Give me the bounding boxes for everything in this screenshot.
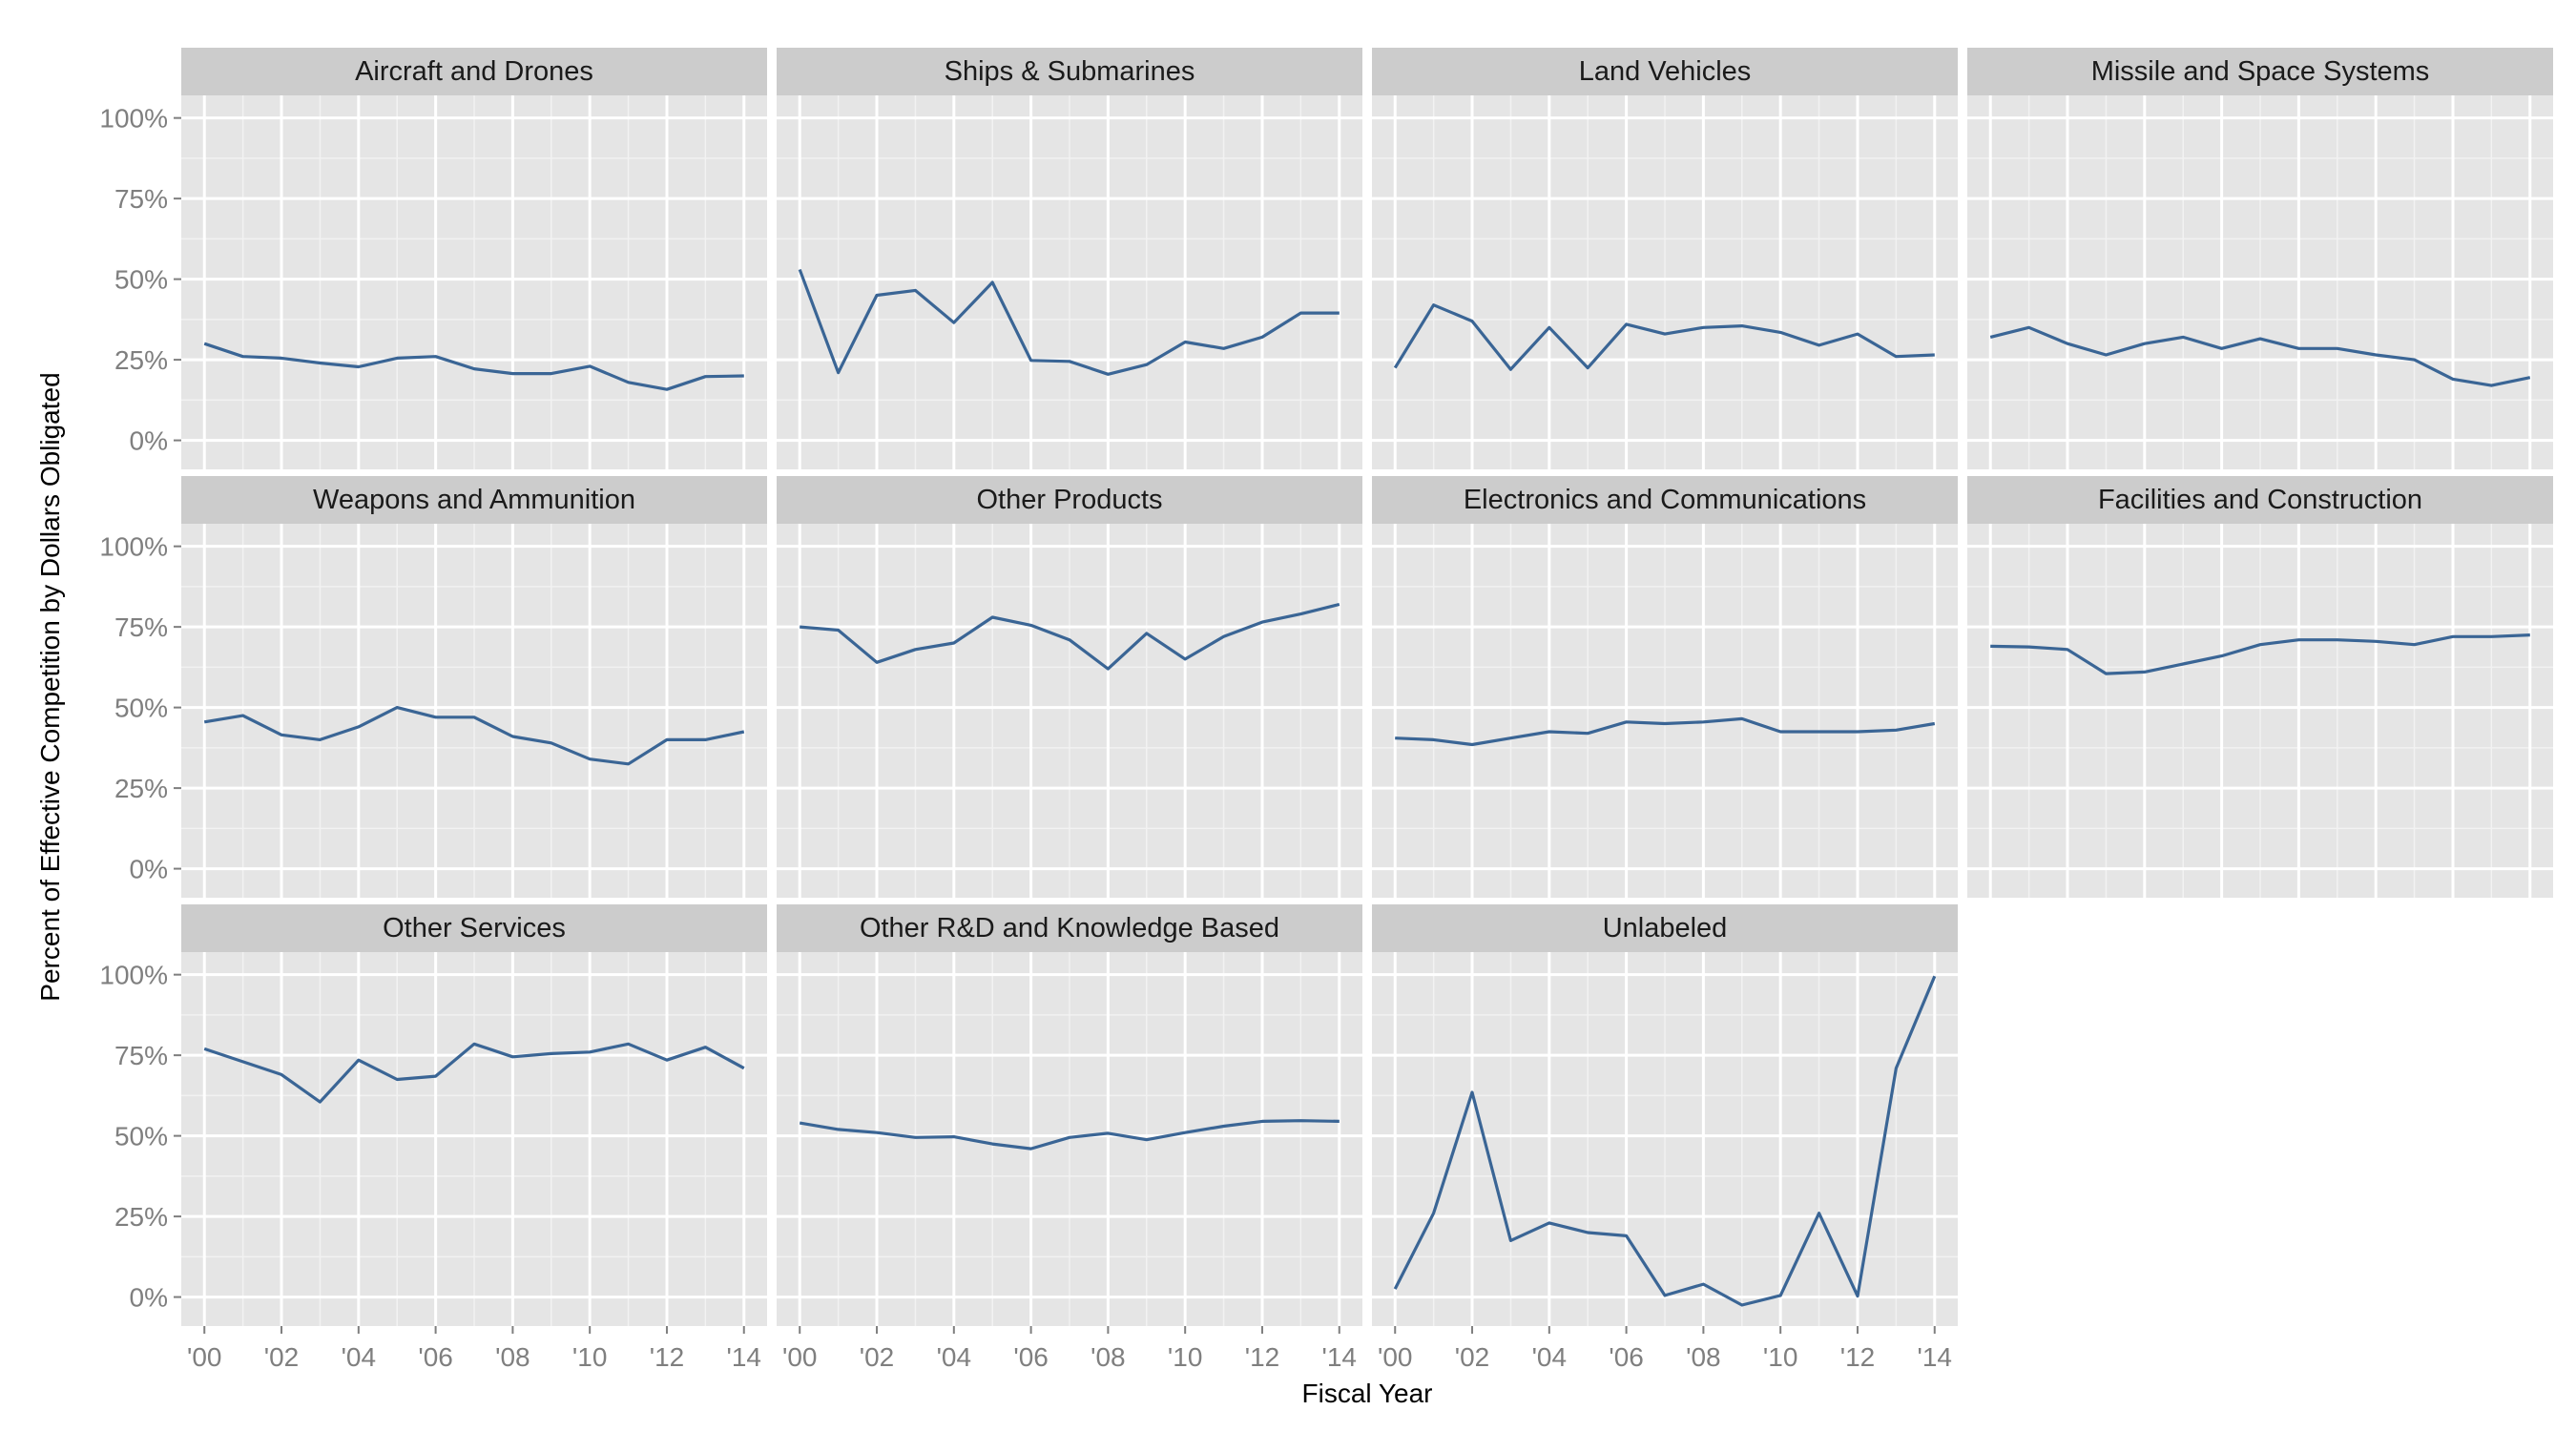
facet-title: Weapons and Ammunition [313, 485, 635, 515]
facet-strip [181, 904, 767, 952]
facet-title: Other Services [383, 913, 566, 944]
y-tick-label: 75% [114, 612, 168, 642]
y-tick-label: 0% [130, 426, 168, 456]
facet-strip [1372, 48, 1958, 95]
facet-title: Other R&D and Knowledge Based [860, 913, 1279, 944]
facet-panel: Other Products [777, 476, 1362, 898]
facet-title: Facilities and Construction [2098, 485, 2422, 515]
y-tick-label: 50% [114, 694, 168, 723]
x-tick-label: '10 [1168, 1342, 1203, 1372]
x-tick-label: '06 [1609, 1342, 1644, 1372]
x-axis-title: Fiscal Year [1302, 1379, 1433, 1408]
facet-strip [777, 48, 1362, 95]
y-tick-label: 75% [114, 184, 168, 214]
y-axis-title: Percent of Effective Competition by Doll… [35, 372, 65, 1001]
facet-strip [1967, 48, 2553, 95]
x-tick-label: '14 [1322, 1342, 1358, 1372]
x-tick-label: '08 [495, 1342, 530, 1372]
facet-strip [181, 476, 767, 524]
facet-panel: Land Vehicles [1372, 48, 1958, 469]
facet-panel: Unlabeled '00 '02 '04 '06 '08 '10 '12 '14 [1372, 904, 1958, 1372]
x-tick-label: '02 [264, 1342, 300, 1372]
facet-title: Other Products [976, 485, 1162, 515]
x-tick-label: '10 [572, 1342, 608, 1372]
series-line [1393, 303, 1935, 371]
series-line [798, 268, 1340, 376]
facet-title: Ships & Submarines [945, 56, 1195, 87]
facet-strip [181, 48, 767, 95]
y-tick-label: 100% [99, 961, 168, 990]
x-tick-label: '02 [1455, 1342, 1490, 1372]
series-line [203, 705, 745, 766]
y-tick-label: 0% [130, 1283, 168, 1313]
facet-panel: Missile and Space Systems [1967, 48, 2553, 469]
facet-panel: Facilities and Construction [1967, 476, 2553, 898]
facet-panel: Aircraft and Drones 0% 25% 50% 75% 100% [99, 48, 767, 469]
x-tick-label: '08 [1091, 1342, 1126, 1372]
series-line [203, 342, 744, 391]
x-tick-label: '14 [1918, 1342, 1953, 1372]
facet-title: Electronics and Communications [1464, 485, 1866, 515]
facet-strip [777, 476, 1362, 524]
x-tick-label: '12 [1245, 1342, 1280, 1372]
x-tick-label: '10 [1763, 1342, 1798, 1372]
series-line [203, 1042, 745, 1104]
x-tick-label: '02 [860, 1342, 895, 1372]
x-tick-label: '04 [342, 1342, 377, 1372]
facet-strip [1372, 476, 1958, 524]
y-tick-label: 50% [114, 265, 168, 295]
series-line [799, 1119, 1340, 1151]
y-tick-label: 100% [99, 104, 168, 134]
x-tick-label: '14 [727, 1342, 762, 1372]
facet-strip [1967, 476, 2553, 524]
series-line [1989, 325, 2531, 387]
x-tick-label: '00 [187, 1342, 222, 1372]
facet-title: Aircraft and Drones [355, 56, 593, 87]
x-tick-label: '06 [418, 1342, 453, 1372]
x-tick-label: '08 [1686, 1342, 1721, 1372]
series-line [1990, 633, 2530, 675]
series-line [1393, 975, 1937, 1307]
y-tick-label: 25% [114, 345, 168, 375]
facet-panel: Other R&D and Knowledge Based '00 '02 '04 '0… [777, 904, 1362, 1372]
x-tick-label: '12 [650, 1342, 685, 1372]
facet-strip [777, 904, 1362, 952]
y-tick-label: 100% [99, 532, 168, 562]
x-tick-label: '00 [782, 1342, 818, 1372]
series-line [800, 602, 1340, 671]
series-line [1395, 716, 1936, 747]
facet-panel: Electronics and Communications [1372, 476, 1958, 898]
facet-panel: Weapons and Ammunition 0% 25% 50% 75% 100% [99, 476, 767, 898]
y-tick-label: 0% [130, 855, 168, 884]
panels-layer: Aircraft and Drones 0% 25% 50% 75% 100% Ships … [99, 48, 2553, 1372]
y-tick-label: 25% [114, 774, 168, 803]
facet-strip [1372, 904, 1958, 952]
x-tick-label: '00 [1378, 1342, 1413, 1372]
facet-title: Unlabeled [1603, 913, 1728, 944]
x-tick-label: '06 [1013, 1342, 1049, 1372]
facet-title: Land Vehicles [1579, 56, 1752, 87]
y-tick-label: 75% [114, 1041, 168, 1070]
x-tick-label: '12 [1840, 1342, 1876, 1372]
facet-panel: Other Services 0% 25% 50% 75% 100% '00 '02 '04 '0… [99, 904, 767, 1372]
y-tick-label: 25% [114, 1202, 168, 1232]
facet-title: Missile and Space Systems [2091, 56, 2430, 87]
x-tick-label: '04 [937, 1342, 972, 1372]
x-tick-label: '04 [1532, 1342, 1568, 1372]
facet-panel: Ships & Submarines [777, 48, 1362, 469]
y-tick-label: 50% [114, 1122, 168, 1151]
